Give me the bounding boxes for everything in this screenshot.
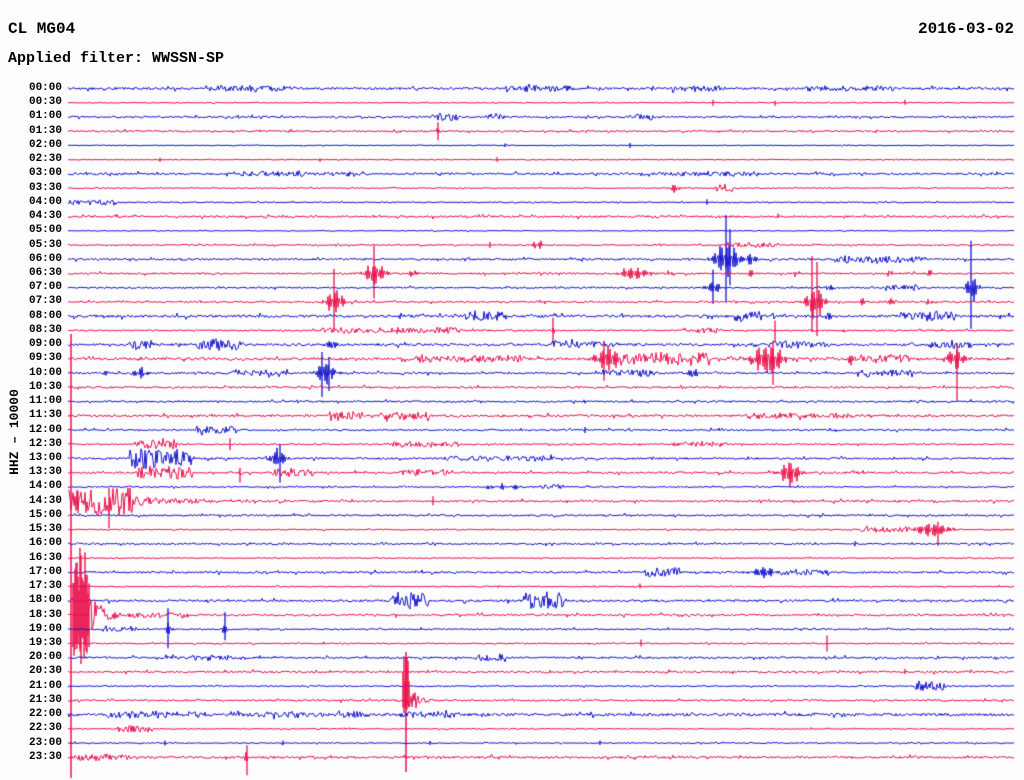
helicorder-screen: CL MG04 2016-03-02 Applied filter: WWSSN…: [0, 0, 1024, 780]
helicorder-canvas: [0, 0, 1024, 780]
